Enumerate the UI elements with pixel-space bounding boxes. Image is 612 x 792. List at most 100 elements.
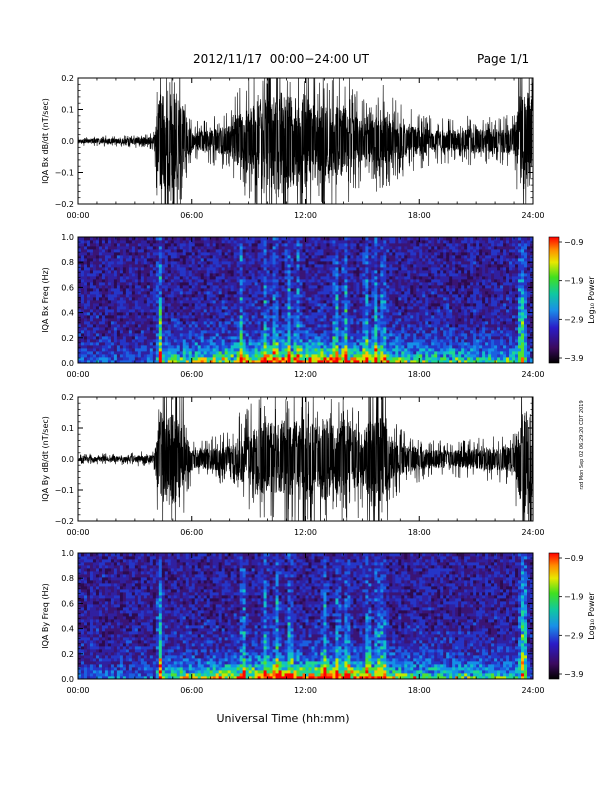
- heat-cell: [107, 270, 112, 274]
- heat-cell: [158, 285, 163, 289]
- heat-cell: [212, 249, 217, 253]
- heat-cell: [173, 315, 178, 319]
- heat-cell: [311, 297, 315, 301]
- heat-cell: [278, 360, 282, 364]
- heat-cell: [311, 237, 315, 241]
- heat-cell: [272, 336, 276, 340]
- heat-cell: [326, 315, 330, 319]
- heat-cell: [203, 309, 208, 313]
- heat-cell: [263, 306, 267, 310]
- heat-cell: [410, 285, 414, 289]
- heat-cell: [206, 336, 211, 340]
- heat-cell: [230, 339, 235, 343]
- heat-cell: [377, 267, 381, 271]
- heat-cell: [98, 330, 103, 334]
- heat-cell: [383, 339, 387, 343]
- heat-cell: [230, 330, 235, 334]
- heat-cell: [110, 297, 115, 301]
- heat-cell: [260, 315, 264, 319]
- heat-cell: [257, 240, 261, 244]
- heat-cell: [98, 318, 103, 322]
- heat-cell: [242, 285, 247, 289]
- heat-cell: [407, 288, 411, 292]
- heat-cell: [248, 282, 253, 286]
- heat-cell: [92, 312, 97, 316]
- heat-cell: [386, 282, 390, 286]
- heat-cell: [386, 321, 390, 325]
- heat-cell: [182, 297, 187, 301]
- heat-cell: [251, 258, 256, 262]
- heat-cell: [149, 312, 154, 316]
- heat-cell: [296, 237, 300, 241]
- heat-cell: [407, 351, 411, 355]
- heat-cell: [185, 291, 190, 295]
- heat-cell: [296, 351, 300, 355]
- heat-cell: [419, 345, 423, 349]
- heat-cell: [110, 360, 115, 364]
- heat-cell: [293, 264, 297, 268]
- heat-cell: [92, 279, 97, 283]
- heat-cell: [155, 237, 160, 241]
- heat-cell: [107, 243, 112, 247]
- heat-cell: [386, 291, 390, 295]
- heat-cell: [368, 309, 372, 313]
- heat-cell: [101, 258, 106, 262]
- heat-cell: [383, 348, 387, 352]
- heat-cell: [92, 342, 97, 346]
- heat-cell: [242, 276, 247, 280]
- heat-cell: [233, 300, 238, 304]
- heat-cell: [149, 237, 154, 241]
- heat-cell: [125, 249, 130, 253]
- heat-cell: [323, 294, 327, 298]
- heat-cell: [185, 321, 190, 325]
- heat-cell: [152, 309, 157, 313]
- heat-cell: [350, 312, 354, 316]
- heat-cell: [158, 330, 163, 334]
- heat-cell: [170, 345, 175, 349]
- heat-cell: [332, 333, 336, 337]
- heat-cell: [419, 294, 423, 298]
- heat-cell: [398, 264, 402, 268]
- heat-cell: [167, 261, 172, 265]
- heat-cell: [185, 327, 190, 331]
- heat-cell: [299, 246, 303, 250]
- heat-cell: [356, 351, 360, 355]
- heat-cell: [350, 246, 354, 250]
- heat-cell: [290, 276, 294, 280]
- heat-cell: [248, 312, 253, 316]
- heat-cell: [167, 303, 172, 307]
- heat-cell: [86, 270, 91, 274]
- heat-cell: [275, 270, 279, 274]
- heat-cell: [311, 252, 315, 256]
- heat-cell: [419, 357, 423, 361]
- heat-cell: [119, 252, 124, 256]
- heat-cell: [341, 330, 345, 334]
- heat-cell: [332, 264, 336, 268]
- heat-cell: [125, 264, 130, 268]
- heat-cell: [233, 324, 238, 328]
- heat-cell: [368, 240, 372, 244]
- heat-cell: [326, 243, 330, 247]
- heat-cell: [182, 294, 187, 298]
- heat-cell: [155, 318, 160, 322]
- heat-cell: [113, 261, 118, 265]
- heat-cell: [236, 288, 241, 292]
- heat-cell: [371, 294, 375, 298]
- heat-cell: [131, 309, 136, 313]
- heat-cell: [188, 333, 193, 337]
- heat-cell: [341, 288, 345, 292]
- heat-cell: [341, 327, 345, 331]
- heat-cell: [290, 354, 294, 358]
- heat-cell: [260, 354, 264, 358]
- heat-cell: [209, 339, 214, 343]
- heat-cell: [119, 312, 124, 316]
- heat-cell: [101, 294, 106, 298]
- heat-cell: [170, 306, 175, 310]
- heat-cell: [377, 360, 381, 364]
- heat-cell: [272, 267, 276, 271]
- heat-cell: [386, 285, 390, 289]
- heat-cell: [332, 312, 336, 316]
- heat-cell: [107, 360, 112, 364]
- heat-cell: [269, 291, 273, 295]
- heat-cell: [245, 360, 250, 364]
